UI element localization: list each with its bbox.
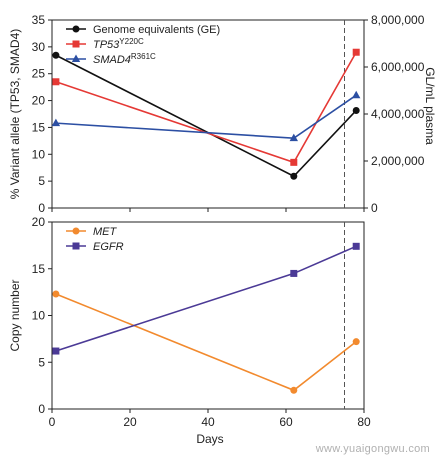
panel-0-ytick-label: 35 <box>32 13 46 27</box>
panel-1-ytick-label: 10 <box>32 309 46 323</box>
panel-0-series-1-point <box>352 48 360 56</box>
panel-0-ytick-right-label: 0 <box>371 201 378 215</box>
panel-1-series-0-point <box>290 386 298 394</box>
panel-0-ytick-label: 30 <box>32 40 46 54</box>
panel-1-series-0-point <box>52 290 60 298</box>
panel-1-series-1-point <box>352 242 360 250</box>
panel-1-ytick-label: 5 <box>38 355 45 369</box>
panel-0-ytick-right-label: 2,000,000 <box>371 154 425 168</box>
panel-0-ytick-label: 25 <box>32 67 46 81</box>
panel-1-legend-0-marker <box>72 227 80 235</box>
panel-1-xlabel: Days <box>196 432 223 446</box>
panel-1-ytick-label: 20 <box>32 215 46 229</box>
panel-0-ytick-label: 15 <box>32 120 46 134</box>
panel-1-series-1-line <box>55 245 357 352</box>
panel-1-ylabel: Copy number <box>8 279 22 351</box>
panel-0-legend-2-label: SMAD4R361C <box>93 52 156 66</box>
panel-1-xtick-label: 0 <box>49 415 56 429</box>
panel-0-series-2-point <box>51 118 61 127</box>
panel-1-series-1-point <box>290 269 298 277</box>
panel-0-series-0-line <box>55 54 357 178</box>
panel-1-ytick-label: 0 <box>38 402 45 416</box>
panel-0-legend-0-label: Genome equivalents (GE) <box>93 24 220 36</box>
panel-1-series-0-line <box>55 293 357 392</box>
panel-1-legend-1-label: EGFR <box>93 241 124 253</box>
panel-1-xtick-label: 20 <box>123 415 137 429</box>
panel-0-legend-2-marker <box>71 54 81 62</box>
panel-0-series-0-point <box>52 51 60 59</box>
panel-0-ytick-right-label: 8,000,000 <box>371 13 425 27</box>
panel-0-ylabel-right: GL/mL plasma <box>423 67 436 145</box>
panel-0-series-1-line <box>55 51 357 164</box>
panel-1-series-1-point <box>52 347 60 355</box>
panel-0-ytick-right-label: 6,000,000 <box>371 60 425 74</box>
panel-0-ytick-label: 20 <box>32 94 46 108</box>
panel-0-legend-1-marker <box>72 40 80 48</box>
panel-1-legend-1-marker <box>72 242 80 250</box>
panel-0-series-0-point <box>290 172 298 180</box>
panel-0-series-2-point <box>352 90 361 99</box>
panel-1-xtick-label: 60 <box>279 415 293 429</box>
panel-1-ytick-label: 15 <box>32 262 46 276</box>
panel-0-ylabel: % Variant allele (TP53, SMAD4) <box>8 29 22 200</box>
panel-0-legend-1-label: TP53Y220C <box>93 37 144 51</box>
panel-1-xtick-label: 80 <box>357 415 371 429</box>
panel-0-series-1-point <box>290 158 298 166</box>
panel-0-ytick-label: 5 <box>38 174 45 188</box>
panel-0-legend-0-marker <box>72 25 80 33</box>
watermark: www.yuaigongwu.com <box>315 443 430 455</box>
panel-1-xtick-label: 40 <box>201 415 215 429</box>
panel-0-ytick-right-label: 4,000,000 <box>371 107 425 121</box>
panel-0-series-1-point <box>52 78 60 86</box>
panel-0-series-0-point <box>352 106 360 114</box>
panel-1-legend-0-label: MET <box>93 226 118 238</box>
panel-0-series-2-point <box>289 133 298 142</box>
panel-0-ytick-label: 0 <box>38 201 45 215</box>
panel-1-series-0-point <box>352 338 360 346</box>
panel-0-ytick-label: 10 <box>32 147 46 161</box>
